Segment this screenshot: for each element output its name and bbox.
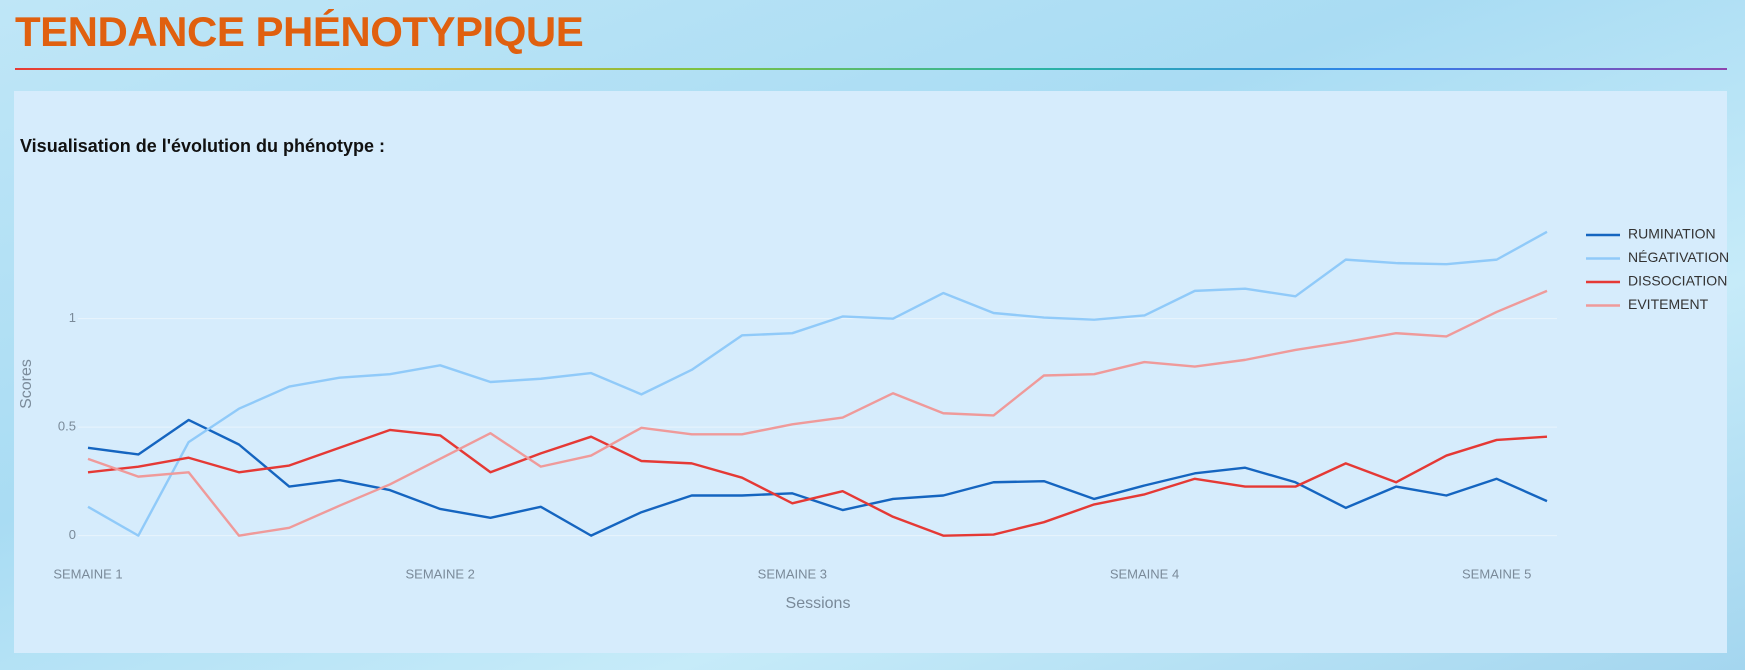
y-tick-label: 0 [69, 527, 76, 542]
y-axis-title: Scores [18, 359, 35, 409]
x-tick-label: SEMAINE 4 [1110, 566, 1179, 581]
series-line [87, 418, 1548, 537]
x-tick-label: SEMAINE 3 [758, 566, 827, 581]
y-tick-label: 0.5 [58, 419, 76, 434]
legend-label: RUMINATION [1628, 226, 1716, 242]
page-title: TENDANCE PHÉNOTYPIQUE [15, 8, 584, 55]
chart-panel [14, 91, 1727, 653]
x-tick-label: SEMAINE 1 [53, 566, 122, 581]
legend-label: DISSOCIATION [1628, 273, 1727, 289]
legend-label: EVITEMENT [1628, 296, 1709, 312]
x-axis-title: Sessions [786, 595, 851, 612]
y-tick-label: 1 [69, 310, 76, 325]
x-tick-label: SEMAINE 5 [1462, 566, 1531, 581]
x-tick-label: SEMAINE 2 [405, 566, 474, 581]
series-line [87, 289, 1548, 537]
series-line [87, 428, 1548, 537]
series-line [87, 230, 1548, 537]
divider [15, 68, 1727, 70]
chart-title: Visualisation de l'évolution du phénotyp… [20, 136, 385, 156]
legend-label: NÉGATIVATION [1628, 249, 1729, 265]
